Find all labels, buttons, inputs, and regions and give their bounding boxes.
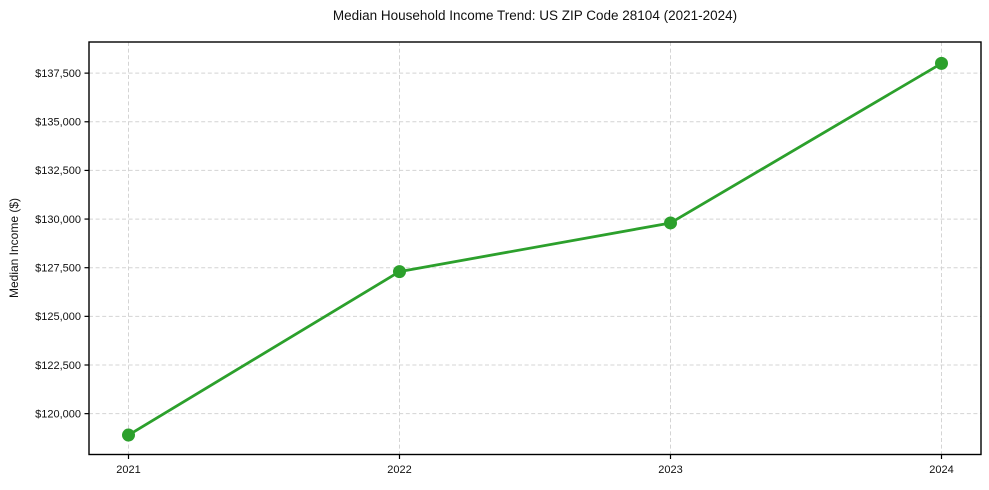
y-tick-label: $137,500 bbox=[35, 68, 81, 80]
x-tick-label: 2024 bbox=[929, 464, 953, 476]
data-point-2021 bbox=[122, 428, 135, 442]
x-tick-label: 2023 bbox=[658, 464, 682, 476]
plot-border bbox=[88, 41, 982, 456]
data-point-2023 bbox=[664, 216, 677, 230]
y-tick-label: $122,500 bbox=[35, 360, 81, 372]
data-point-2024 bbox=[935, 56, 948, 70]
y-tick-label: $132,500 bbox=[35, 165, 81, 177]
y-tick-label: $120,000 bbox=[35, 408, 81, 420]
x-tick-label: 2021 bbox=[116, 464, 140, 476]
y-tick-label: $130,000 bbox=[35, 214, 81, 226]
y-tick-label: $127,500 bbox=[35, 263, 81, 275]
chart-title: Median Household Income Trend: US ZIP Co… bbox=[332, 8, 738, 23]
y-tick-label: $135,000 bbox=[35, 117, 81, 129]
x-tick-label: 2022 bbox=[387, 464, 411, 476]
income-trend-line bbox=[127, 62, 943, 437]
data-point-2022 bbox=[393, 265, 406, 279]
y-tick-label: $125,000 bbox=[35, 311, 81, 323]
